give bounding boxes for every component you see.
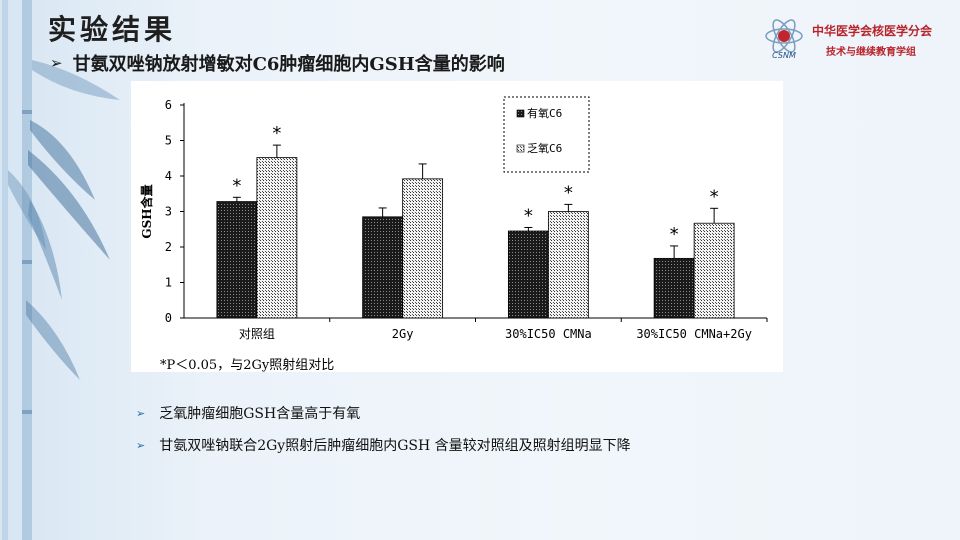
bullet-arrow-icon: ➢	[136, 406, 146, 420]
subtitle-row: ➢ 甘氨双唑钠放射增敏对C6肿瘤细胞内GSH含量的影响	[50, 50, 505, 76]
y-tick-label: 1	[165, 276, 172, 290]
bar	[362, 216, 404, 319]
chart-legend: 有氧C6 乏氧C6	[503, 96, 590, 173]
bamboo-decoration-icon	[2, 0, 120, 540]
bar	[256, 157, 298, 319]
chart-panel: 0 1 2 3 4 5 6 GSH含量对照组 2Gy 30%IC50 CMNa 30%IC50 CM…	[131, 81, 783, 373]
legend-box	[503, 96, 590, 173]
y-axis-label: GSH含量	[139, 184, 154, 238]
bullet-item: ➢ 乏氧肿瘤细胞GSH含量高于有氧	[136, 402, 631, 424]
bar	[216, 201, 258, 319]
y-tick-label: 2	[165, 240, 172, 254]
bullet-list: ➢ 乏氧肿瘤细胞GSH含量高于有氧 ➢ 甘氨双唑钠联合2Gy照射后肿瘤细胞内GS…	[136, 402, 631, 466]
chart-subtitle: 甘氨双唑钠放射增敏对C6肿瘤细胞内GSH含量的影响	[72, 54, 505, 75]
significance-mark: *	[272, 123, 281, 144]
bullet-text: 乏氧肿瘤细胞GSH含量高于有氧	[159, 406, 361, 422]
significance-mark: *	[670, 224, 679, 245]
y-tick-label: 0	[165, 311, 172, 325]
bar	[402, 178, 444, 319]
chart-bars: * * * * * *	[216, 123, 735, 319]
logo-line2: 技术与继续教育学组	[826, 47, 916, 58]
y-tick-label: 5	[165, 134, 172, 148]
x-tick-label: 对照组	[239, 327, 275, 341]
significance-mark: *	[524, 205, 533, 226]
bullet-arrow-icon: ➢	[136, 438, 146, 452]
x-tick-label: 2Gy	[392, 327, 414, 341]
bar	[653, 257, 695, 319]
bar	[507, 230, 549, 319]
bar	[693, 222, 735, 319]
y-tick-label: 3	[165, 205, 172, 219]
csnm-logo: CSNM 中华医学会核医学分会 技术与继续教育学组	[762, 16, 932, 60]
legend-swatch	[516, 144, 525, 153]
y-tick-label: 4	[165, 169, 172, 183]
legend-label: 乏氧C6	[527, 141, 562, 155]
y-tick-label: 6	[165, 98, 172, 112]
legend-swatch	[516, 109, 525, 118]
x-tick-label: 30%IC50 CMNa	[505, 327, 592, 341]
subtitle-arrow-icon: ➢	[50, 54, 63, 72]
bar	[547, 211, 589, 319]
legend-label: 有氧C6	[527, 106, 562, 120]
bullet-item: ➢ 甘氨双唑钠联合2Gy照射后肿瘤细胞内GSH 含量较对照组及照射组明显下降	[136, 434, 631, 456]
significance-mark: *	[564, 182, 573, 203]
significance-mark: *	[232, 175, 241, 196]
logo-mark-text: CSNM	[772, 51, 796, 60]
chart-footnote: *P＜0.05，与2Gy照射组对比	[160, 357, 334, 372]
slide-title: 实验结果	[48, 13, 177, 46]
logo-line1: 中华医学会核医学分会	[812, 24, 933, 38]
x-tick-label: 30%IC50 CMNa+2Gy	[636, 327, 752, 341]
bullet-text: 甘氨双唑钠联合2Gy照射后肿瘤细胞内GSH 含量较对照组及照射组明显下降	[159, 438, 631, 454]
significance-mark: *	[710, 186, 719, 207]
csnm-atom-logo-icon: CSNM	[765, 19, 803, 60]
